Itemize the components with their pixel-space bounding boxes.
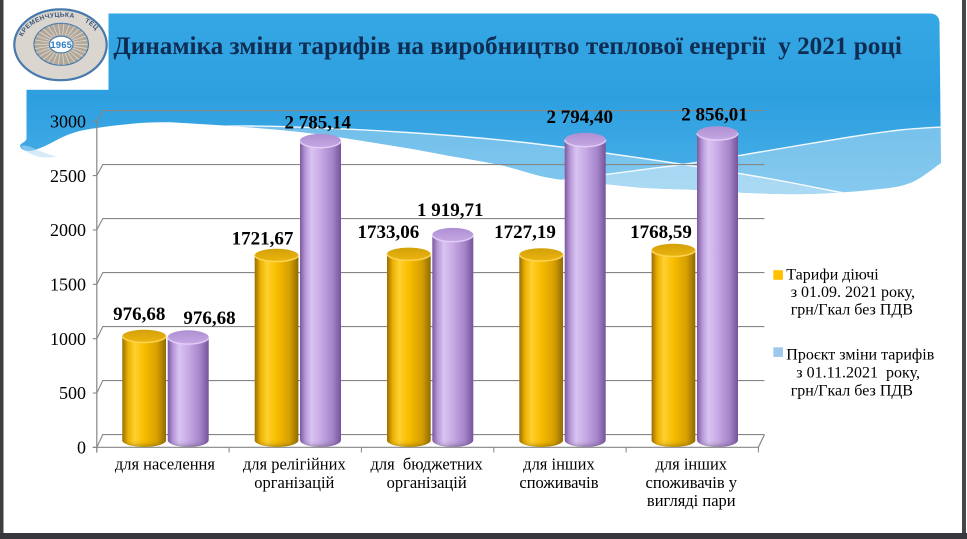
svg-text:1 919,71: 1 919,71 [417,200,484,221]
svg-text:грн/Гкал без ПДВ: грн/Гкал без ПДВ [791,382,913,399]
svg-text:1500: 1500 [50,275,86,295]
svg-text:споживачів: споживачів [519,473,598,492]
svg-text:для населення: для населення [115,454,216,473]
svg-text:для інших: для інших [656,454,728,473]
svg-text:організацій: організацій [387,473,467,492]
svg-text:для інших: для інших [523,454,595,473]
svg-text:2500: 2500 [50,166,86,186]
svg-text:Тарифи діючі: Тарифи діючі [786,266,879,283]
svg-text:Динаміка зміни тарифів на виро: Динаміка зміни тарифів на виробництво те… [113,33,902,60]
svg-text:для релігійних: для релігійних [243,454,347,473]
svg-text:1733,06: 1733,06 [358,222,420,243]
svg-text:для бюджетних: для бюджетних [370,454,483,473]
svg-text:2 785,14: 2 785,14 [285,112,352,133]
svg-text:976,68: 976,68 [183,308,235,329]
svg-text:2 794,40: 2 794,40 [546,107,613,128]
svg-text:1721,67: 1721,67 [232,229,294,250]
svg-text:з 01.11.2021 року,: з 01.11.2021 року, [796,364,920,381]
svg-text:3000: 3000 [50,111,86,131]
svg-text:з 01.09. 2021 року,: з 01.09. 2021 року, [791,284,915,301]
svg-text:2 856,01: 2 856,01 [681,104,748,125]
svg-text:0: 0 [77,438,86,458]
svg-text:1965: 1965 [50,40,72,51]
svg-text:2000: 2000 [50,220,86,240]
svg-text:вигляді пари: вигляді пари [647,491,736,510]
svg-text:1000: 1000 [50,329,86,349]
svg-text:976,68: 976,68 [113,304,165,325]
svg-text:1727,19: 1727,19 [494,222,556,243]
svg-text:грн/Гкал без ПДВ: грн/Гкал без ПДВ [791,302,913,319]
svg-text:Проєкт зміни тарифів: Проєкт зміни тарифів [786,346,934,363]
svg-text:організацій: організацій [254,473,334,492]
svg-text:1768,59: 1768,59 [630,222,692,243]
svg-text:споживачів у: споживачів у [646,473,738,492]
svg-text:500: 500 [59,383,86,403]
